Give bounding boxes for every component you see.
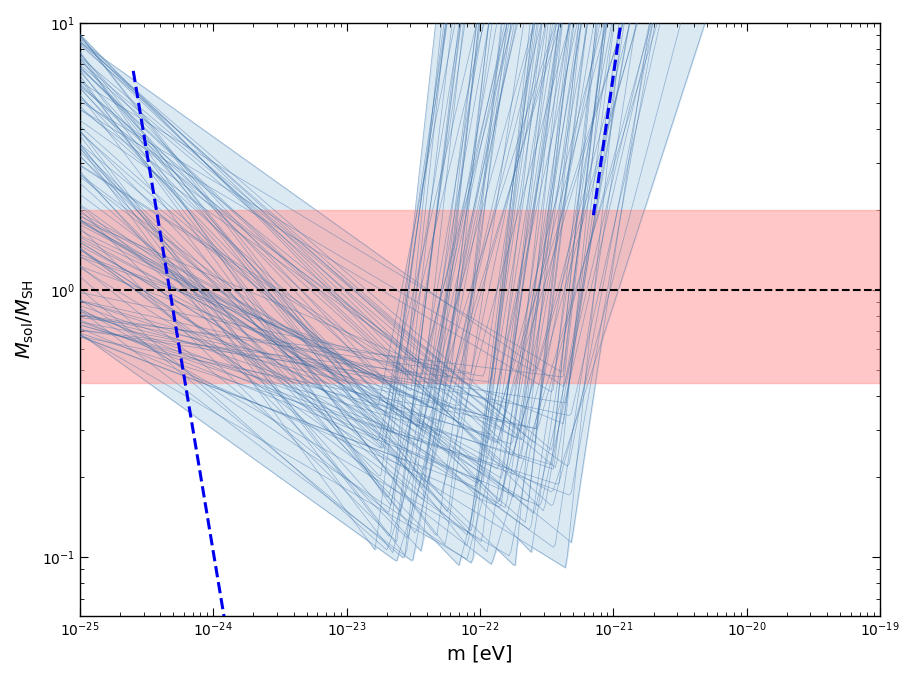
X-axis label: m [eV]: m [eV]	[447, 645, 512, 664]
Y-axis label: $M_{\mathrm{sol}}/M_{\mathrm{SH}}$: $M_{\mathrm{sol}}/M_{\mathrm{SH}}$	[15, 280, 37, 359]
Bar	[80, 210, 880, 383]
